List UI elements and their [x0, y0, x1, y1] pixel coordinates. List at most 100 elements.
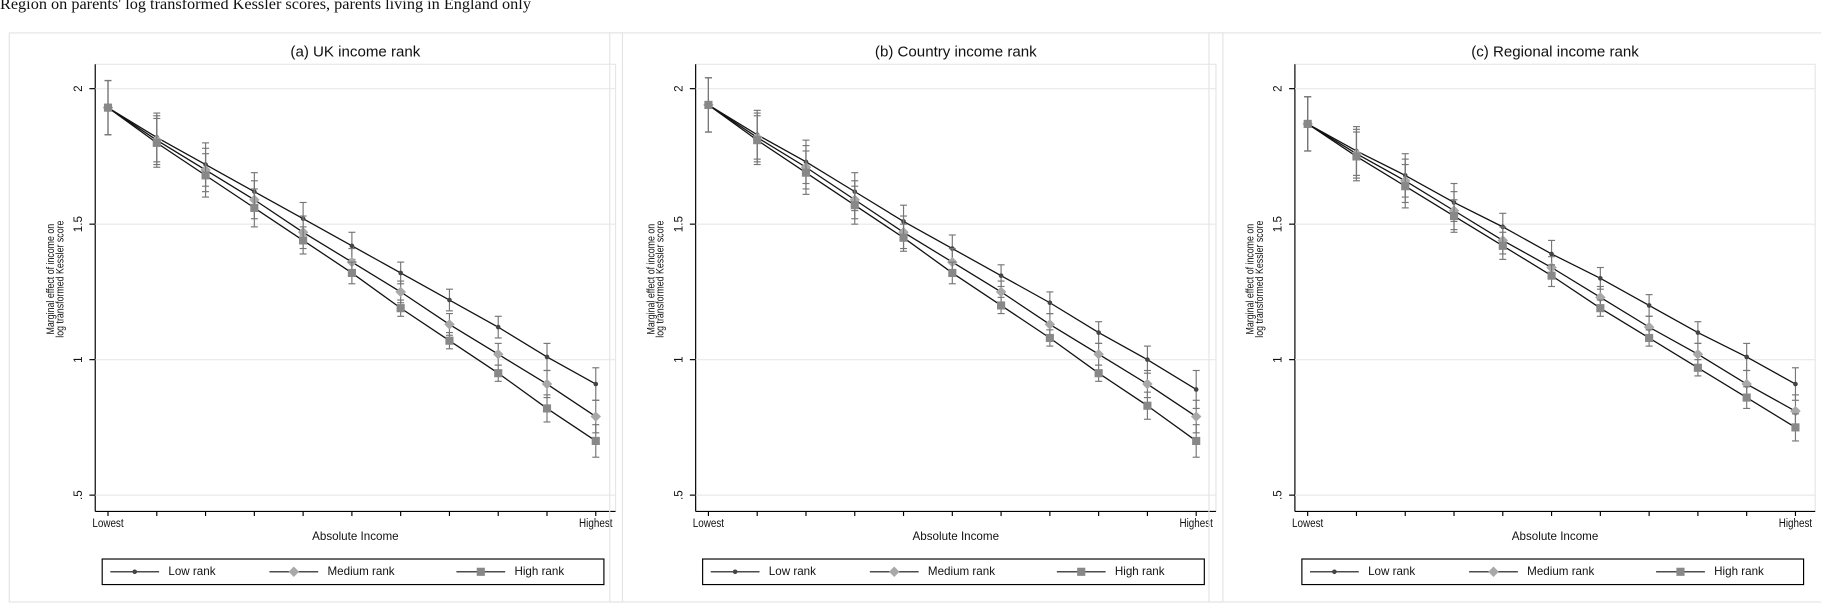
- marker: [1192, 436, 1201, 446]
- panel-frame: [8, 32, 624, 603]
- marker: [850, 201, 859, 210]
- x-tick-label: Lowest: [1292, 518, 1323, 531]
- marker: [1145, 357, 1150, 362]
- marker: [1598, 276, 1603, 281]
- legend-label: High rank: [514, 565, 564, 578]
- marker: [1449, 211, 1459, 221]
- y-axis-label: log transformed Kessler score: [1254, 220, 1266, 338]
- marker: [132, 569, 138, 575]
- x-tick-label: Lowest: [693, 518, 724, 531]
- marker: [1045, 333, 1054, 343]
- marker: [495, 324, 501, 330]
- marker: [1401, 182, 1410, 191]
- marker: [542, 404, 552, 413]
- marker: [704, 100, 713, 109]
- x-tick-label: Lowest: [92, 518, 123, 531]
- marker: [494, 369, 503, 378]
- y-tick-label: .5: [72, 490, 85, 500]
- marker: [1692, 349, 1704, 360]
- y-tick-label: 1: [72, 356, 85, 362]
- y-tick-label: 1.5: [72, 216, 85, 232]
- marker: [1303, 119, 1312, 128]
- panel-frame: [1208, 32, 1821, 603]
- legend-label: High rank: [1115, 565, 1165, 578]
- marker: [476, 567, 485, 576]
- marker: [250, 203, 259, 212]
- x-axis-label: Absolute Income: [1512, 530, 1598, 543]
- marker: [948, 268, 957, 277]
- x-tick-label: Highest: [1779, 518, 1812, 531]
- marker: [152, 138, 161, 147]
- marker: [1547, 271, 1556, 280]
- marker: [1596, 304, 1605, 313]
- marker: [1044, 319, 1056, 330]
- marker: [1143, 401, 1152, 410]
- marker: [889, 566, 900, 578]
- marker: [447, 297, 452, 303]
- marker: [1190, 411, 1202, 422]
- marker: [997, 301, 1006, 310]
- y-tick-label: 1: [1272, 356, 1285, 362]
- y-tick-label: 1.5: [672, 216, 685, 232]
- marker: [801, 168, 811, 177]
- panel-title: (b) Country income rank: [875, 44, 1037, 61]
- y-tick-label: 1: [672, 356, 685, 362]
- panel: (a) UK income rank .5 1 1.5 2 Marginal effect…: [8, 32, 624, 603]
- y-axis-label: log transformed Kessler score: [655, 220, 667, 338]
- marker: [1193, 387, 1199, 392]
- panel-title: (c) Regional income rank: [1471, 44, 1639, 61]
- legend-box: [1301, 558, 1805, 586]
- marker: [1742, 393, 1751, 402]
- legend-box: [702, 558, 1205, 586]
- marker: [1498, 241, 1507, 250]
- y-axis-label: Marginal effect of income on: [1245, 224, 1257, 335]
- x-axis-label: Absolute Income: [312, 530, 398, 543]
- marker: [347, 268, 356, 277]
- marker: [591, 436, 600, 446]
- legend-label: High rank: [1714, 565, 1764, 578]
- legend-label: Low rank: [769, 565, 816, 578]
- marker: [1693, 363, 1702, 372]
- panel: (b) Country income rank .5 1 1.5 2 Marginal e…: [609, 32, 1224, 603]
- legend-label: Low rank: [1368, 565, 1415, 578]
- marker: [398, 270, 403, 276]
- marker: [753, 136, 762, 145]
- marker: [1352, 152, 1361, 161]
- panel-frame: [609, 32, 1224, 603]
- legend-label: Medium rank: [928, 565, 995, 578]
- marker: [544, 354, 550, 360]
- x-tick-label: Highest: [579, 518, 612, 531]
- marker: [201, 171, 210, 180]
- y-tick-label: 1.5: [1272, 216, 1285, 232]
- marker: [1077, 567, 1086, 576]
- y-tick-label: 2: [72, 85, 85, 91]
- marker: [1047, 300, 1053, 306]
- marker: [1488, 566, 1499, 578]
- marker: [1793, 381, 1798, 387]
- y-tick-label: .5: [672, 490, 685, 500]
- marker: [1676, 567, 1685, 576]
- marker: [1142, 378, 1153, 390]
- page-title: Region on parents' log transformed Kessl…: [0, 0, 532, 13]
- marker: [899, 233, 908, 242]
- y-axis-label: Marginal effect of income on: [646, 224, 658, 335]
- y-tick-label: 2: [1272, 85, 1285, 91]
- marker: [103, 103, 113, 112]
- marker: [299, 236, 308, 245]
- legend-label: Medium rank: [1527, 565, 1594, 578]
- y-axis-label: log transformed Kessler score: [54, 220, 66, 338]
- marker: [1744, 354, 1749, 360]
- y-tick-label: .5: [1272, 490, 1285, 500]
- panel: (c) Regional income rank .5 1 1.5 2 Marginal …: [1208, 32, 1821, 603]
- plot-area: [695, 63, 1217, 512]
- panel-title: (a) UK income rank: [290, 44, 420, 61]
- marker: [445, 336, 454, 345]
- marker: [732, 569, 738, 575]
- marker: [1791, 423, 1800, 432]
- legend-label: Low rank: [168, 565, 215, 578]
- marker: [1093, 349, 1104, 360]
- marker: [1646, 303, 1652, 308]
- marker: [998, 273, 1004, 278]
- marker: [396, 304, 405, 313]
- marker: [1549, 251, 1554, 257]
